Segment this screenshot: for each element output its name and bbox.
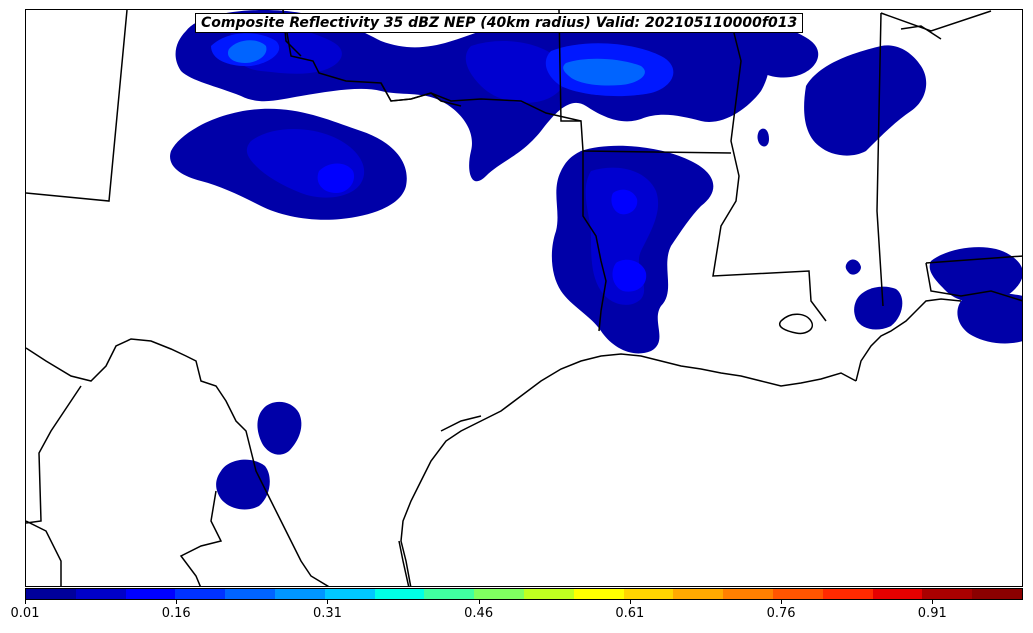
colorbar-segment: [922, 589, 973, 599]
prob-area-florida-panhandle2: [957, 293, 1022, 344]
map-svg: [26, 10, 1022, 586]
colorbar-segment: [523, 589, 574, 599]
prob-area-mississippi: [804, 45, 927, 156]
colorbar-segment: [274, 589, 325, 599]
border-nm-tx-west: [26, 10, 128, 202]
border-rio-grande: [26, 338, 330, 586]
prob-area-north-band-core: [227, 40, 267, 63]
colorbar-segment: [75, 589, 126, 599]
colorbar-tick-label: 0.16: [161, 606, 191, 621]
prob-area-louisiana-core: [611, 189, 638, 215]
colorbar-tick-label: 0.91: [917, 606, 947, 621]
colorbar-segment: [374, 589, 425, 599]
border-mexico-internal-3: [179, 490, 223, 586]
prob-area-ms-small2: [845, 259, 861, 275]
colorbar-segment: [673, 589, 724, 599]
prob-area-gulf-coast: [854, 286, 903, 330]
prob-area-louisiana-core2: [612, 259, 647, 292]
boundaries: [26, 10, 1022, 586]
coastline-tx-islands: [398, 415, 482, 586]
coastline-ms-al: [855, 298, 962, 382]
prob-area-mexico-south: [216, 459, 270, 510]
map-frame: [25, 9, 1023, 587]
border-fl-panhandle-top: [900, 25, 942, 40]
colorbar-tick-mark: [327, 600, 329, 604]
border-top-right: [880, 10, 992, 32]
colorbar-tick-label: 0.01: [10, 606, 40, 621]
colorbar: [25, 588, 1023, 600]
colorbar-segment: [26, 589, 76, 599]
map-title: Composite Reflectivity 35 dBZ NEP (40km …: [195, 13, 804, 33]
colorbar-segment: [324, 589, 375, 599]
colorbar-tick-label: 0.46: [464, 606, 494, 621]
border-mexico-internal-2: [26, 520, 62, 586]
prob-area-west-texas-core: [317, 163, 355, 193]
colorbar-tick-mark: [176, 600, 178, 604]
colorbar-tick-label: 0.31: [312, 606, 342, 621]
probability-areas: [170, 10, 1022, 510]
river-red: [380, 82, 462, 107]
coastline-la-delta: [779, 313, 813, 335]
border-al-fl-2: [925, 262, 1022, 302]
coastline-gulf: [400, 353, 857, 586]
colorbar-tick-label: 0.61: [615, 606, 645, 621]
colorbar-segment: [474, 589, 524, 599]
prob-area-oklahoma: [465, 41, 568, 103]
colorbar-segment: [125, 589, 176, 599]
colorbar-segment: [872, 589, 923, 599]
colorbar-segment: [175, 589, 226, 599]
border-ok-ar: [558, 10, 584, 152]
prob-area-mexico-north: [257, 401, 302, 455]
colorbar-segment: [573, 589, 624, 599]
colorbar-tick-mark: [25, 600, 26, 604]
border-ms-river: [712, 20, 827, 322]
colorbar-segment: [772, 589, 823, 599]
prob-area-ms-small: [757, 128, 769, 147]
border-tx-la: [582, 151, 607, 332]
colorbar-tick-mark: [932, 600, 934, 604]
colorbar-segment: [424, 589, 475, 599]
colorbar-segment: [723, 589, 773, 599]
colorbar-tick-mark: [781, 600, 783, 604]
colorbar-segment: [972, 589, 1022, 599]
colorbar-segment: [225, 589, 275, 599]
border-ms-al: [876, 12, 884, 307]
prob-area-mississippi-top: [736, 25, 819, 78]
colorbar-tick-label: 0.76: [766, 606, 796, 621]
colorbar-tick-mark: [629, 600, 631, 604]
border-ar-la: [582, 150, 732, 154]
border-al-fl: [925, 255, 1022, 264]
border-mexico-internal: [26, 385, 82, 524]
colorbar-tick-mark: [478, 600, 480, 604]
colorbar-segment: [822, 589, 873, 599]
prob-area-arkansas-core: [563, 58, 645, 86]
colorbar-segment: [623, 589, 674, 599]
